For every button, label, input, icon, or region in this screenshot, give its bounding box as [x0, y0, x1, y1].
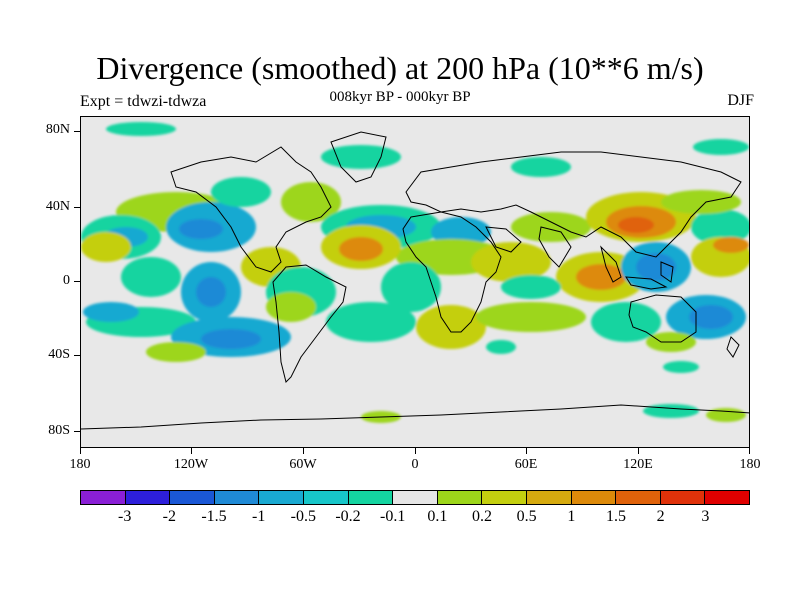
colorbar-label: -0.1	[379, 508, 406, 525]
colorbar-label: -1	[251, 508, 266, 525]
colorbar-swatch	[170, 491, 215, 504]
colorbar-label: 3	[701, 508, 710, 525]
lat-tick	[74, 281, 80, 282]
lon-tick	[526, 448, 527, 454]
colorbar-swatch	[348, 491, 394, 504]
colorbar	[80, 490, 750, 505]
colorbar-label: -0.2	[335, 508, 361, 525]
lon-label-180w: 180	[69, 457, 91, 472]
colorbar-label: 1.5	[606, 508, 626, 525]
colorbar-label: 0.1	[427, 508, 448, 525]
lat-tick	[74, 207, 80, 208]
season-label: DJF	[727, 92, 754, 109]
colorbar-label: 2	[656, 508, 665, 525]
lon-tick	[638, 448, 639, 454]
colorbar-swatch	[660, 491, 706, 504]
lon-tick	[303, 448, 304, 454]
colorbar-label: 1	[567, 508, 576, 525]
lon-label-60w: 60W	[289, 457, 317, 472]
map-frame	[80, 116, 750, 448]
colorbar-label: -1.5	[201, 508, 227, 525]
lat-label-40n: 40N	[45, 199, 70, 214]
colorbar-swatch	[437, 491, 483, 504]
colorbar-swatch	[214, 491, 260, 504]
lat-tick	[74, 355, 80, 356]
colorbar-label: -3	[117, 508, 132, 525]
lat-tick	[74, 431, 80, 432]
lon-tick	[415, 448, 416, 454]
colorbar-swatch	[571, 491, 617, 504]
coastlines	[81, 131, 749, 430]
divergence-contours	[81, 122, 749, 423]
plot-subtitle: 008kyr BP - 000kyr BP	[329, 89, 471, 105]
lon-label-120e: 120E	[623, 457, 653, 472]
lon-label-180e: 180	[739, 457, 761, 472]
colorbar-label: 0.5	[516, 508, 537, 525]
lon-label-0: 0	[411, 457, 419, 472]
lon-tick	[80, 448, 81, 454]
lon-label-60e: 60E	[514, 457, 538, 472]
lat-label-80n: 80N	[45, 122, 70, 137]
lat-label-80s: 80S	[48, 423, 70, 438]
colorbar-swatch	[303, 491, 349, 504]
colorbar-swatch	[526, 491, 572, 504]
colorbar-swatch	[259, 491, 304, 504]
colorbar-swatch	[705, 491, 749, 504]
lat-label-40s: 40S	[48, 347, 70, 362]
colorbar-swatch	[393, 491, 438, 504]
colorbar-swatch	[482, 491, 527, 504]
lon-tick	[749, 448, 750, 454]
experiment-label: Expt = tdwzi-tdwza	[80, 93, 207, 110]
lon-tick	[191, 448, 192, 454]
colorbar-label: -0.5	[290, 508, 316, 525]
lat-label-equator: 0	[63, 273, 70, 288]
colorbar-swatch	[125, 491, 171, 504]
lon-label-120w: 120W	[173, 457, 209, 472]
colorbar-label: 0.2	[472, 508, 492, 525]
plot-title: Divergence (smoothed) at 200 hPa (10**6 …	[96, 50, 704, 86]
colorbar-label: -2	[162, 508, 176, 525]
lat-tick	[74, 131, 80, 132]
colorbar-swatch	[81, 491, 126, 504]
colorbar-swatch	[616, 491, 661, 504]
divergence-field-map	[81, 117, 749, 447]
